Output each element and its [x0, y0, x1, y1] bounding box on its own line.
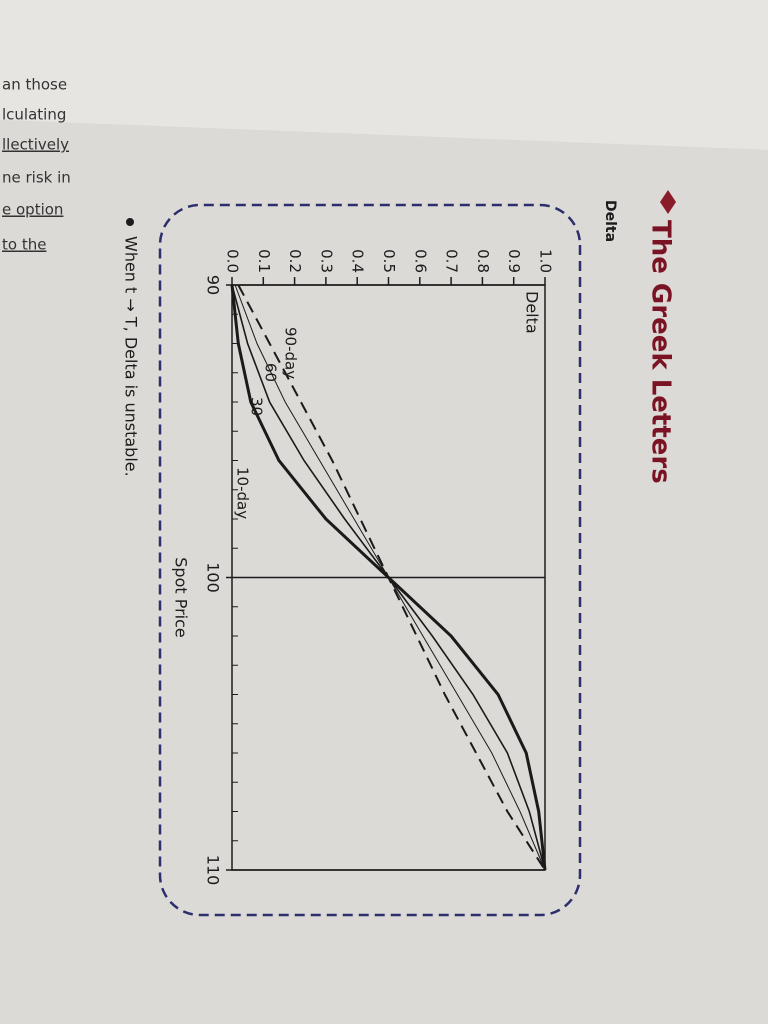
x-tick-label: 110 [204, 855, 223, 886]
heading: The Greek Letters [646, 220, 676, 484]
series-label: 10-day [234, 467, 252, 519]
subheading: Delta [602, 200, 618, 242]
y-tick-label: 1.0 [537, 249, 555, 273]
y-tick-label: 0.3 [317, 249, 335, 273]
bullet-dot [126, 218, 134, 226]
x-tick-label: 100 [204, 562, 223, 593]
bullet-text: When t → T, Delta is unstable. [122, 236, 141, 477]
chart-title: Delta [523, 291, 542, 334]
y-tick-label: 0.9 [505, 249, 523, 273]
y-tick-label: 0.0 [224, 249, 242, 273]
series-label: 60 [262, 363, 280, 382]
heading-icon [660, 190, 676, 214]
margin-text: llectively [2, 136, 69, 154]
x-axis-label: Spot Price [172, 557, 191, 638]
y-tick-label: 0.4 [349, 249, 367, 273]
y-tick-label: 0.1 [255, 249, 273, 273]
y-tick-label: 0.2 [286, 249, 304, 273]
series-label: 30 [248, 397, 266, 416]
margin-text: ne risk in [2, 169, 71, 187]
margin-text: lculating [2, 106, 66, 124]
x-tick-label: 90 [204, 275, 223, 295]
facing-page [0, 0, 768, 150]
y-tick-label: 0.5 [380, 249, 398, 273]
series-label: 90-day [282, 327, 300, 379]
rotated-page: The Greek Letters Delta When t → T, Delt… [122, 190, 676, 917]
highlight-box [158, 203, 582, 917]
y-tick-label: 0.6 [411, 249, 429, 273]
series-line [230, 284, 547, 871]
margin-text: to the [2, 236, 46, 254]
margin-text: an those [2, 76, 67, 94]
margin-text: e option [2, 201, 63, 219]
y-tick-label: 0.7 [443, 249, 461, 273]
y-tick-label: 0.8 [474, 249, 492, 273]
margin-column: an those lculating llectively ne risk in e o… [2, 76, 71, 254]
